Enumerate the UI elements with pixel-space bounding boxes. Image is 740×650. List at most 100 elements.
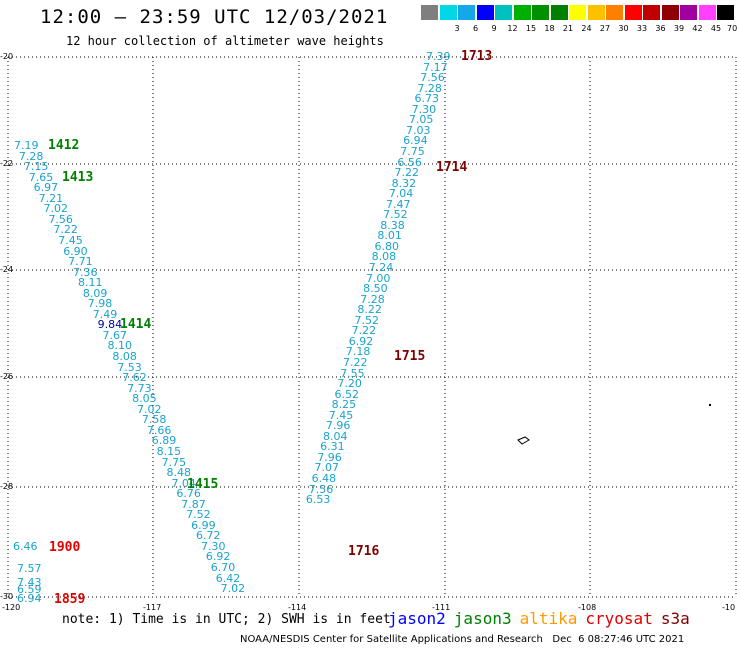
wave-height-value: 7.02: [220, 582, 246, 596]
longitude-label: -120: [2, 603, 21, 612]
wave-height-value: 7.02: [137, 402, 162, 416]
wave-height-value: 7.24: [368, 261, 394, 274]
wave-height-value: 8.05: [132, 392, 157, 406]
pass-time-label: 1714: [436, 160, 468, 175]
wave-height-value: 7.22: [53, 223, 78, 237]
wave-height-value: 6.97: [33, 181, 59, 195]
legend-swatch: [606, 5, 623, 20]
wave-height-value: 7.52: [186, 508, 211, 522]
legend-tick-label: 9: [491, 24, 497, 33]
wave-height-value: 8.22: [357, 303, 382, 317]
latitude-label: -22: [0, 159, 14, 168]
wave-height-value: 7.87: [181, 497, 206, 511]
longitude-label: -108: [578, 603, 597, 612]
legend-swatch: [680, 5, 697, 20]
wave-height-value: 7.96: [325, 419, 351, 433]
wave-height-value: 7.17: [423, 60, 448, 74]
longitude-label: -111: [432, 603, 451, 612]
wave-height-value: 6.76: [176, 487, 201, 501]
wave-height-value: 7.07: [314, 461, 339, 475]
wave-height-value: 7.49: [92, 307, 118, 321]
legend-swatch: [569, 5, 586, 20]
legend-tick-label: 24: [581, 24, 592, 33]
wave-height-value: 7.30: [411, 102, 437, 116]
satellite-legend: jason2 jason3 altika cryosat s3a: [388, 609, 698, 628]
wave-height-value: 8.01: [377, 229, 402, 243]
pass-time-label: 1713: [461, 49, 493, 64]
wave-height-value: 6.31: [320, 440, 345, 454]
legend-tick-label: 30: [618, 24, 629, 33]
legend-swatch: [476, 5, 494, 20]
legend-tick-label: 33: [636, 24, 648, 33]
legend-swatch: [643, 5, 660, 20]
wave-height-value: 8.50: [363, 282, 388, 296]
wave-height-value: 7.53: [117, 360, 142, 374]
wave-height-value: 6.53: [305, 493, 331, 507]
wave-height-value: 6.73: [414, 92, 440, 106]
wave-height-value: 8.25: [331, 398, 357, 412]
wave-height-value: 7.56: [48, 212, 73, 226]
legend-tick-label: 12: [507, 24, 518, 33]
legend-swatch: [532, 5, 549, 20]
wave-height-value: 7.75: [161, 455, 187, 469]
wave-height-value: 7.62: [122, 371, 147, 385]
wave-height-value: 7.73: [127, 381, 152, 395]
legend-tick-label: 18: [544, 24, 555, 33]
wave-height-value: 8.11: [77, 276, 103, 290]
pass-time-label: 1716: [348, 544, 380, 559]
wave-height-value: 7.56: [308, 482, 334, 496]
wave-height-value: 7.47: [385, 197, 411, 211]
wave-height-value: 6.59: [17, 583, 42, 596]
latitude-label: -26: [0, 372, 14, 381]
wave-height-value: 7.00: [365, 271, 391, 285]
wave-height-value: 7.28: [360, 292, 385, 306]
island-icon: [517, 436, 530, 445]
wave-height-value: 7.04: [388, 187, 414, 201]
wave-height-value: 7.03: [405, 123, 431, 137]
wave-height-value: 7.22: [394, 166, 420, 180]
wave-height-value: 8.10: [107, 339, 132, 353]
latitude-label: -24: [0, 265, 14, 274]
wave-height-value: 7.20: [337, 377, 362, 391]
pass-time-label: 1900: [49, 540, 81, 555]
wave-height-value: 7.19: [14, 139, 39, 152]
wave-height-value: 7.71: [68, 255, 93, 269]
pass-time-label: 1715: [394, 349, 426, 364]
legend-swatch: [587, 5, 605, 20]
wave-height-value: 7.05: [408, 113, 434, 127]
wave-height-value: 7.39: [426, 50, 451, 63]
wave-height-value: 7.15: [23, 160, 49, 174]
wave-height-value: 6.92: [205, 550, 231, 564]
wave-height-value: 7.28: [417, 81, 442, 95]
chart-title: 12:00 — 23:59 UTC 12/03/2021: [40, 6, 389, 28]
pass-time-label: 1412: [48, 138, 80, 153]
wave-height-value: 7.22: [351, 324, 377, 338]
longitude-label: -10: [722, 603, 736, 612]
legend-swatch: [698, 5, 716, 20]
legend-tick-label: 15: [525, 24, 537, 33]
wave-height-value: 7.45: [328, 408, 354, 422]
legend-swatch: [495, 5, 512, 20]
wave-height-value: 7.75: [400, 144, 425, 158]
wave-height-value: 8.15: [156, 444, 182, 458]
legend-tick-label: 45: [710, 24, 722, 33]
wave-height-value: 7.28: [18, 149, 44, 163]
wave-height-value: 6.72: [196, 529, 221, 543]
wave-height-value: 7.02: [43, 202, 69, 216]
satellite-legend-item: s3a: [660, 609, 690, 628]
latitude-label: -20: [0, 52, 14, 61]
wave-height-value: 7.96: [317, 450, 342, 464]
wave-height-value: 7.36: [73, 265, 98, 279]
legend-swatch: [624, 5, 642, 20]
legend-tick-label: 21: [562, 24, 574, 33]
longitude-label: -117: [143, 603, 162, 612]
pass-time-label: 1859: [54, 592, 86, 607]
legend-swatch: [513, 5, 531, 20]
wave-height-value: 9.84: [97, 318, 123, 332]
wave-height-value: 6.46: [13, 540, 38, 553]
pass-time-label: 1414: [120, 317, 152, 332]
satellite-legend-item: cryosat: [585, 609, 653, 628]
wave-height-value: 7.45: [58, 233, 83, 247]
